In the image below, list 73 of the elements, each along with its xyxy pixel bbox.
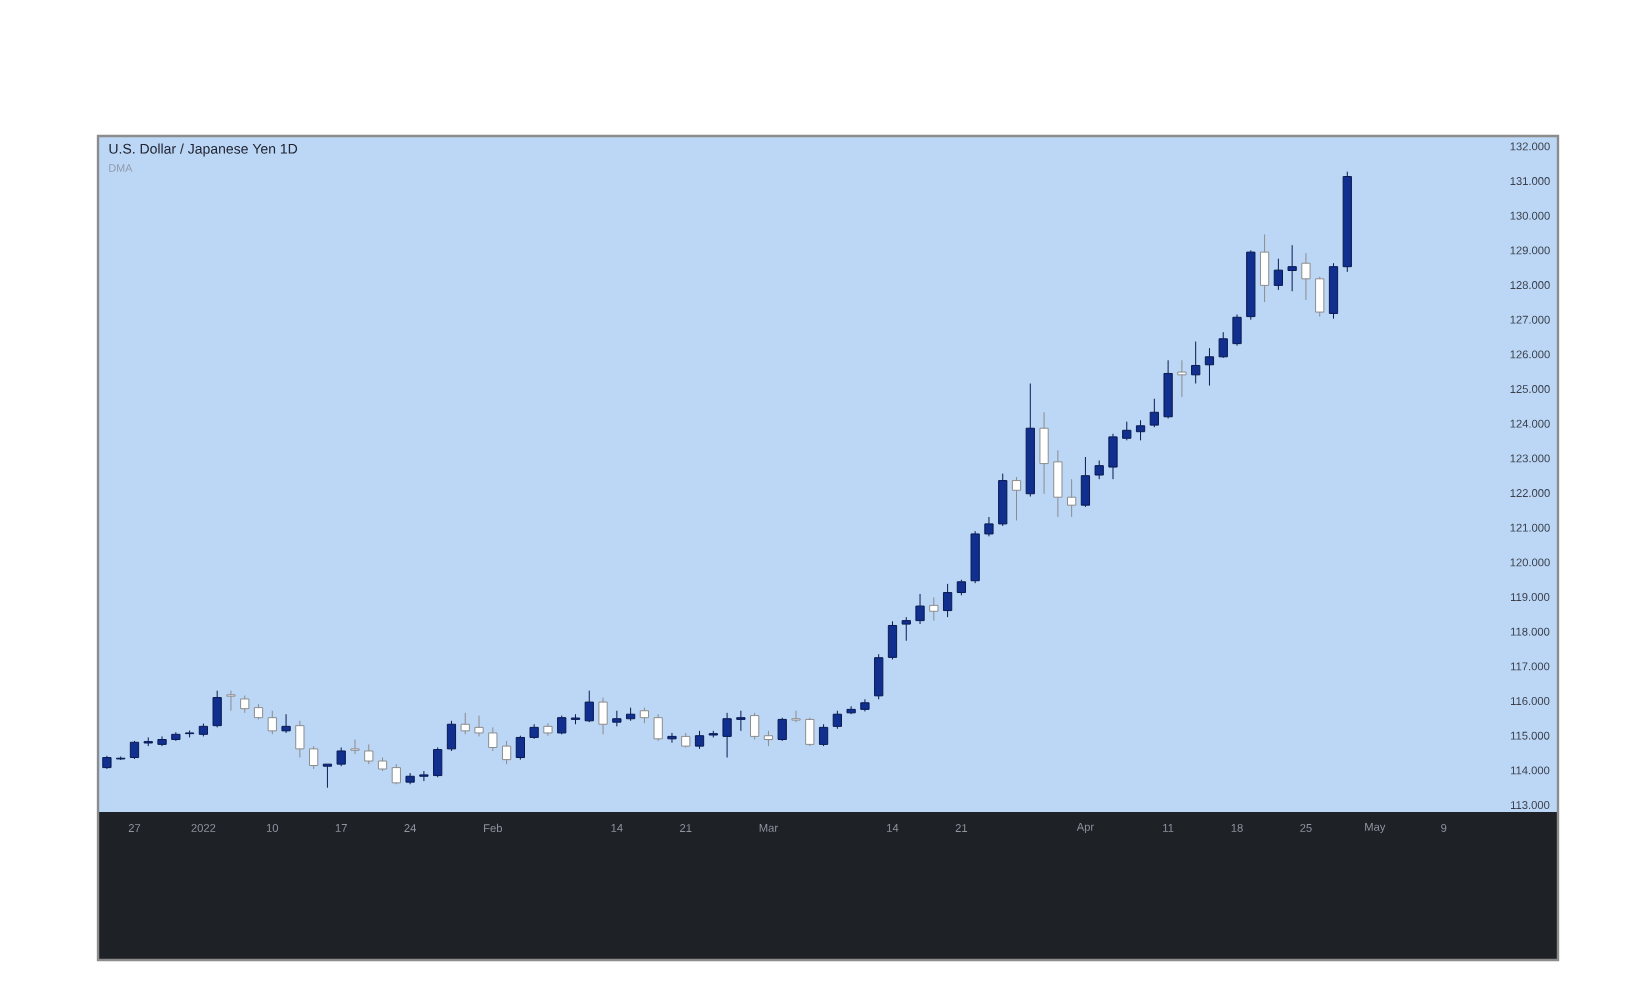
candlestick: [1080, 456, 1091, 508]
candlestick: [584, 690, 594, 722]
candlestick: [832, 710, 842, 730]
candlestick: [846, 705, 856, 714]
candlestick: [419, 770, 429, 782]
candlestick: [1204, 347, 1215, 387]
candlestick: [267, 710, 277, 735]
candlestick: [929, 596, 939, 622]
candlestick: [984, 516, 994, 537]
candlestick: [295, 720, 305, 759]
candlestick: [405, 772, 415, 785]
candlestick: [598, 697, 608, 735]
candlestick: [1287, 244, 1297, 292]
candlestick: [612, 710, 622, 727]
candlestick: [460, 712, 470, 735]
candlestick: [129, 741, 140, 759]
candlestick: [377, 757, 388, 772]
candlestick: [818, 723, 829, 747]
candlestick: [1039, 411, 1049, 495]
candlestick: [1149, 398, 1159, 428]
candlestick: [1191, 341, 1201, 384]
candlestick: [901, 616, 911, 642]
candlestick: [860, 698, 870, 712]
candlestick: [240, 694, 250, 714]
candlestick: [708, 730, 718, 738]
candlestick: [694, 730, 705, 750]
candlestick: [750, 712, 760, 741]
candlestick: [1273, 258, 1283, 291]
candlestick: [1342, 171, 1352, 273]
candlestick: [1163, 359, 1173, 420]
candlestick: [1177, 359, 1187, 398]
candlestick: [226, 690, 236, 712]
candlestick: [1025, 383, 1035, 498]
candlestick: [350, 739, 360, 755]
candlestick: [102, 755, 112, 769]
candlestick: [998, 473, 1008, 527]
candlestick: [336, 746, 346, 767]
candlestick: [970, 530, 980, 584]
candlestick: [887, 620, 898, 660]
candlestick: [1067, 478, 1077, 518]
candlestick: [667, 732, 677, 744]
candlestick: [1053, 449, 1063, 518]
candlestick: [157, 735, 167, 747]
candlestick: [1094, 459, 1104, 480]
candlestick: [915, 593, 925, 625]
candlestick: [364, 743, 374, 765]
candlestick: [791, 710, 801, 723]
candlestick: [1328, 262, 1339, 320]
candlestick: [391, 763, 401, 784]
candlestick: [1232, 314, 1242, 347]
candlestick: [529, 723, 539, 738]
candlestick: [557, 715, 567, 734]
candlestick: [309, 745, 319, 770]
candlestick: [570, 713, 581, 725]
candlestick: [736, 710, 746, 732]
candlestick: [488, 726, 498, 752]
candlestick: [171, 731, 181, 741]
candlestick: [1246, 249, 1256, 321]
candlestick: [281, 713, 291, 734]
candlestick: [1259, 233, 1270, 303]
candlestick: [653, 713, 663, 742]
candlestick: [1315, 276, 1325, 318]
candlestick: [143, 736, 153, 747]
candlestick: [1301, 252, 1311, 301]
candlestick: [1011, 476, 1022, 521]
candlestick: [681, 732, 691, 747]
candlestick: [1108, 433, 1118, 480]
candlestick: [1218, 331, 1228, 358]
candlestick: [474, 715, 484, 737]
candlestick: [874, 653, 884, 700]
candlestick: [543, 722, 553, 737]
candlestick: [446, 720, 457, 752]
candlestick: [722, 712, 732, 759]
